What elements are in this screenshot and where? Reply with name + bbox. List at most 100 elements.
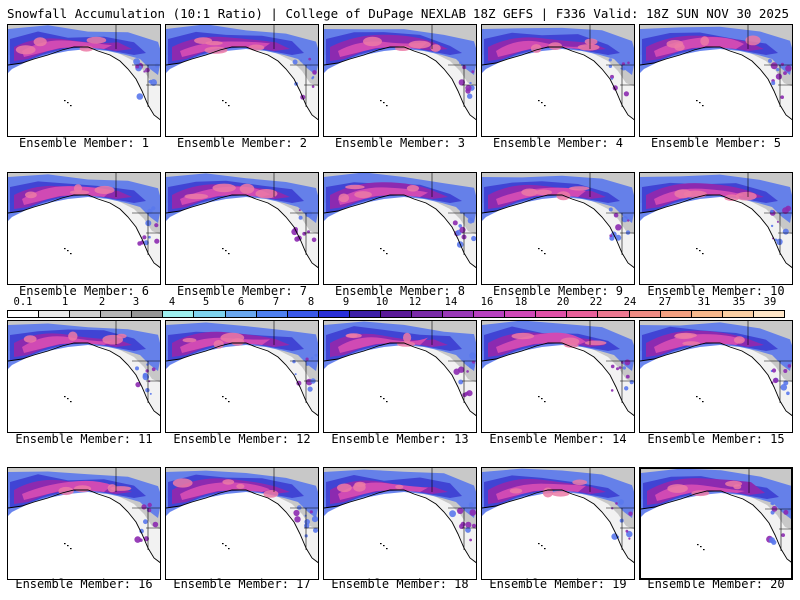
ensemble-map-panel[interactable] xyxy=(639,24,793,137)
hawaii-island xyxy=(222,248,224,250)
snowfall-maximum xyxy=(548,42,563,50)
ensemble-map-panel[interactable] xyxy=(639,467,793,580)
hawaii-island xyxy=(380,248,382,250)
snowfall-mountain-spot xyxy=(151,206,156,211)
political-border xyxy=(115,25,160,107)
snowfall-mountain-spot xyxy=(302,231,307,236)
snowfall-maximum xyxy=(395,484,404,489)
hawaii-island xyxy=(703,549,705,551)
ensemble-map-panel[interactable] xyxy=(165,320,319,433)
snowfall-mountain-spot xyxy=(462,392,467,398)
coastline xyxy=(482,342,634,417)
snowfall-maximum xyxy=(110,486,132,491)
ensemble-map-panel[interactable] xyxy=(323,467,477,580)
ensemble-map-panel[interactable] xyxy=(7,24,161,137)
ensemble-map-panel[interactable] xyxy=(165,172,319,285)
snowfall-mountain-spot xyxy=(154,63,160,68)
ensemble-map-panel[interactable] xyxy=(7,320,161,433)
snowfall-mountain-spot xyxy=(459,523,465,529)
snowfall-mountain-spot xyxy=(471,70,475,74)
hawaii-island xyxy=(544,105,546,107)
snowfall-map xyxy=(166,25,318,136)
hawaii-island xyxy=(228,105,230,107)
political-border xyxy=(273,468,318,550)
snowfall-maximum xyxy=(572,479,588,486)
snowfall-mountain-spot xyxy=(297,505,302,510)
snowfall-map xyxy=(482,173,634,284)
hawaii-island xyxy=(67,250,69,252)
ensemble-member-label: Ensemble Member: 8 xyxy=(334,284,466,298)
ensemble-map-panel[interactable] xyxy=(481,320,635,433)
snowfall-maximum xyxy=(204,46,228,54)
snowfall-maximum xyxy=(674,189,692,199)
snowfall-mountain-spot xyxy=(143,536,149,542)
ensemble-map-panel[interactable] xyxy=(323,320,477,433)
snowfall-purple-swath xyxy=(172,478,290,504)
snowfall-mountain-spot xyxy=(143,519,148,525)
snowfall-maximum xyxy=(725,480,743,487)
snowfall-mountain-spot xyxy=(453,368,460,375)
snowfall-map xyxy=(640,25,792,136)
ensemble-map-panel[interactable] xyxy=(323,172,477,285)
snowfall-mountain-spot xyxy=(459,61,462,64)
ensemble-map-panel[interactable] xyxy=(639,172,793,285)
snowfall-mountain-spot xyxy=(618,366,622,369)
snowfall-maximum xyxy=(363,36,382,47)
snowfall-maximum xyxy=(682,341,700,346)
snowfall-maximum xyxy=(551,490,570,497)
snowfall-magenta-swath xyxy=(338,41,428,57)
snowfall-mountain-spot xyxy=(292,59,298,65)
snowfall-mountain-spot xyxy=(610,77,614,80)
snowfall-mountain-spot xyxy=(468,502,474,508)
political-border xyxy=(431,468,476,550)
colorbar-segment xyxy=(598,311,630,317)
ensemble-member-label: Ensemble Member: 11 xyxy=(15,432,153,446)
snowfall-map xyxy=(8,321,160,432)
snowfall-maximum xyxy=(346,333,358,338)
hawaii-island xyxy=(541,102,543,104)
colorbar-tick-label: 0.1 xyxy=(13,296,33,308)
ensemble-map-panel[interactable] xyxy=(323,24,477,137)
political-border xyxy=(273,25,318,107)
political-border xyxy=(748,469,791,551)
snowfall-mountain-spot xyxy=(152,521,159,528)
snowfall-mountain-spot xyxy=(783,71,787,75)
snowfall-mountain-spot xyxy=(780,95,784,99)
snowfall-mountain-spot xyxy=(785,65,792,72)
ensemble-map-panel[interactable] xyxy=(165,24,319,137)
ensemble-map-panel[interactable] xyxy=(165,467,319,580)
ensemble-member-label: Ensemble Member: 16 xyxy=(15,577,153,591)
snowfall-map xyxy=(166,173,318,284)
hawaii-island xyxy=(541,545,543,547)
colorbar-segment xyxy=(194,311,226,317)
hawaii-island xyxy=(380,396,382,398)
colorbar-tick-label: 6 xyxy=(237,296,245,308)
political-border xyxy=(747,321,792,403)
hawaii-island xyxy=(64,543,66,545)
snowfall-mountain-spot xyxy=(615,234,622,241)
snowfall-mountain-spot xyxy=(624,359,631,366)
colorbar-segment xyxy=(691,311,723,317)
snowfall-mountain-spot xyxy=(467,217,474,224)
coastline xyxy=(640,46,792,121)
snowfall-maximum xyxy=(15,45,36,55)
political-border xyxy=(273,321,318,403)
colorbar-segment xyxy=(629,311,661,317)
snowfall-mountain-spot xyxy=(768,58,772,63)
hawaii-island xyxy=(64,396,66,398)
snowfall-maximum xyxy=(239,183,255,194)
ensemble-map-panel[interactable] xyxy=(481,24,635,137)
ensemble-map-panel[interactable] xyxy=(639,320,793,433)
snowfall-mountain-spot xyxy=(608,207,613,212)
snowfall-mountain-spot xyxy=(613,212,619,218)
ensemble-map-panel[interactable] xyxy=(7,172,161,285)
ensemble-member-label: Ensemble Member: 17 xyxy=(173,577,311,591)
ensemble-map-panel[interactable] xyxy=(481,172,635,285)
snowfall-magenta-swath xyxy=(180,337,270,353)
ensemble-map-panel[interactable] xyxy=(481,467,635,580)
snowfall-maximum xyxy=(724,194,740,201)
hawaii-island xyxy=(541,250,543,252)
hawaii-island xyxy=(222,543,224,545)
snowfall-mountain-spot xyxy=(465,521,472,528)
ensemble-map-panel[interactable] xyxy=(7,467,161,580)
